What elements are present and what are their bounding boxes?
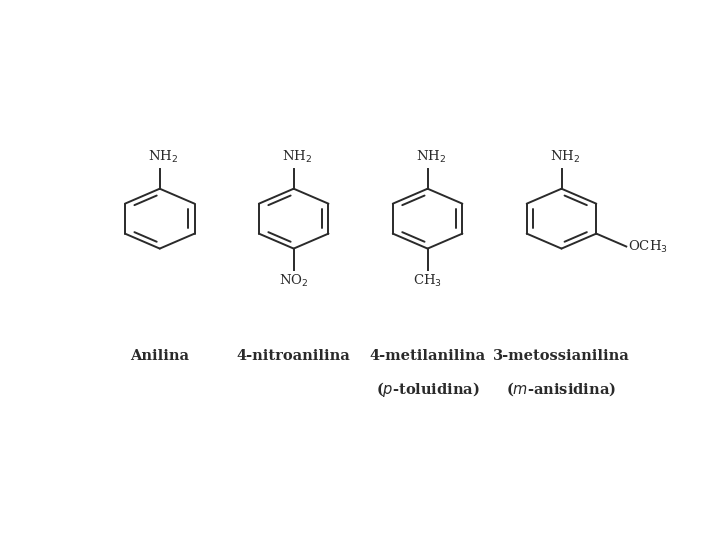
Text: NH$_2$: NH$_2$ xyxy=(550,150,580,165)
Text: NH$_2$: NH$_2$ xyxy=(148,150,178,165)
Text: Anilina: Anilina xyxy=(130,349,189,363)
Text: NH$_2$: NH$_2$ xyxy=(416,150,446,165)
Text: OCH$_3$: OCH$_3$ xyxy=(629,239,668,254)
Text: 4-nitroanilina: 4-nitroanilina xyxy=(237,349,351,363)
Text: 4-metilanilina: 4-metilanilina xyxy=(369,349,486,363)
Text: CH$_3$: CH$_3$ xyxy=(413,273,442,289)
Text: NO$_2$: NO$_2$ xyxy=(279,273,308,289)
Text: NH$_2$: NH$_2$ xyxy=(282,150,312,165)
Text: 3-metossianilina: 3-metossianilina xyxy=(493,349,630,363)
Text: ($m$-anisidina): ($m$-anisidina) xyxy=(506,380,616,398)
Text: ($p$-toluidina): ($p$-toluidina) xyxy=(376,380,480,399)
